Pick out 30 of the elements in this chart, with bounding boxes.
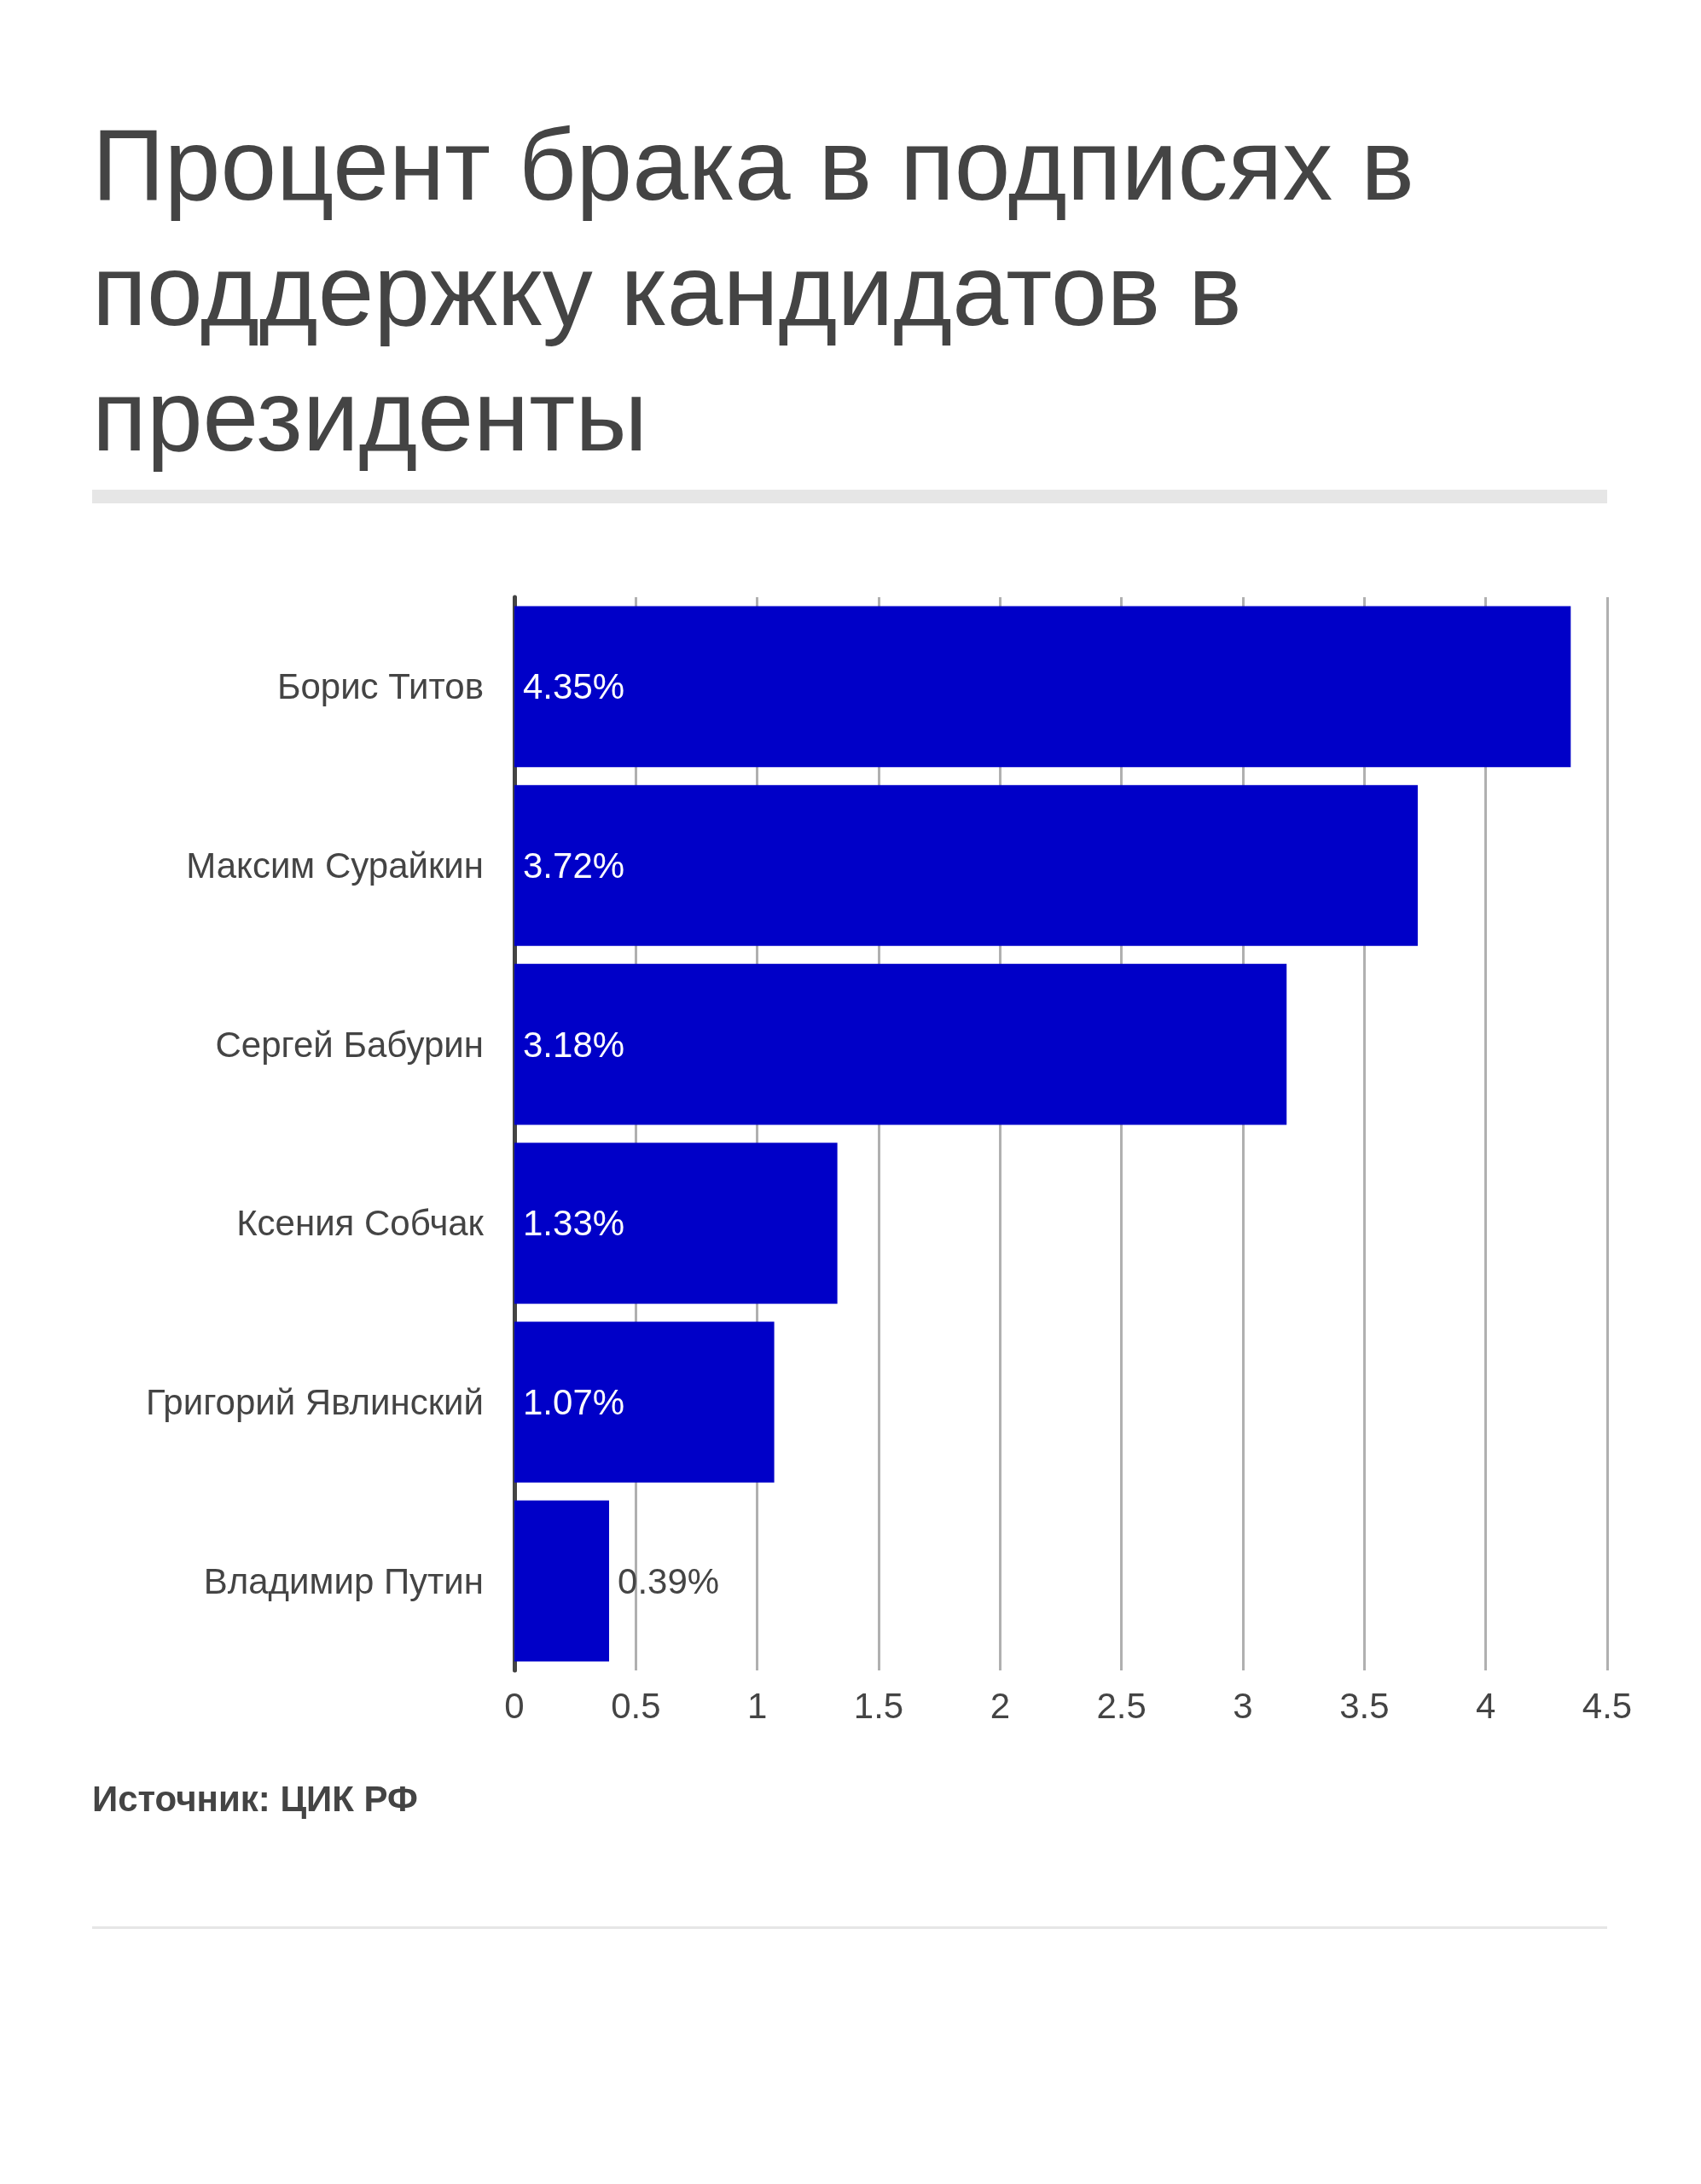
data-label: 3.72% — [523, 845, 625, 886]
bar — [514, 1142, 838, 1304]
x-tick-label: 4.5 — [1582, 1685, 1633, 1726]
bar — [514, 1500, 610, 1662]
y-tick-label: Максим Сурайкин — [186, 845, 484, 886]
data-label: 3.18% — [523, 1024, 625, 1065]
bar — [514, 1321, 775, 1483]
x-tick-label: 0 — [504, 1685, 525, 1726]
x-tick-label: 2.5 — [1096, 1685, 1147, 1726]
x-tick-label: 1.5 — [853, 1685, 904, 1726]
x-tick-label: 1 — [746, 1685, 768, 1726]
y-tick-label: Борис Титов — [276, 666, 484, 707]
y-tick-label: Ксения Собчак — [236, 1203, 485, 1244]
x-tick-label: 3 — [1233, 1685, 1253, 1726]
bar — [514, 785, 1418, 946]
y-tick-label: Григорий Явлинский — [145, 1382, 484, 1422]
y-tick-label: Сергей Бабурин — [215, 1024, 484, 1065]
x-tick-label: 0.5 — [611, 1685, 661, 1726]
x-tick-label: 4 — [1475, 1685, 1496, 1726]
data-label: 1.33% — [523, 1203, 625, 1244]
data-label: 0.39% — [618, 1560, 720, 1601]
text: Источник: ЦИК РФ — [92, 1779, 418, 1820]
y-tick-label: Владимир Путин — [203, 1560, 484, 1601]
chart-title: Процент брака в подписях в поддержку кандидатов в президенты — [92, 107, 1415, 473]
data-label: 4.35% — [523, 666, 625, 707]
bar — [514, 606, 1571, 768]
data-label: 1.07% — [523, 1382, 625, 1422]
x-tick-label: 2 — [990, 1685, 1011, 1726]
bar — [514, 963, 1287, 1125]
x-tick-label: 3.5 — [1339, 1685, 1390, 1726]
